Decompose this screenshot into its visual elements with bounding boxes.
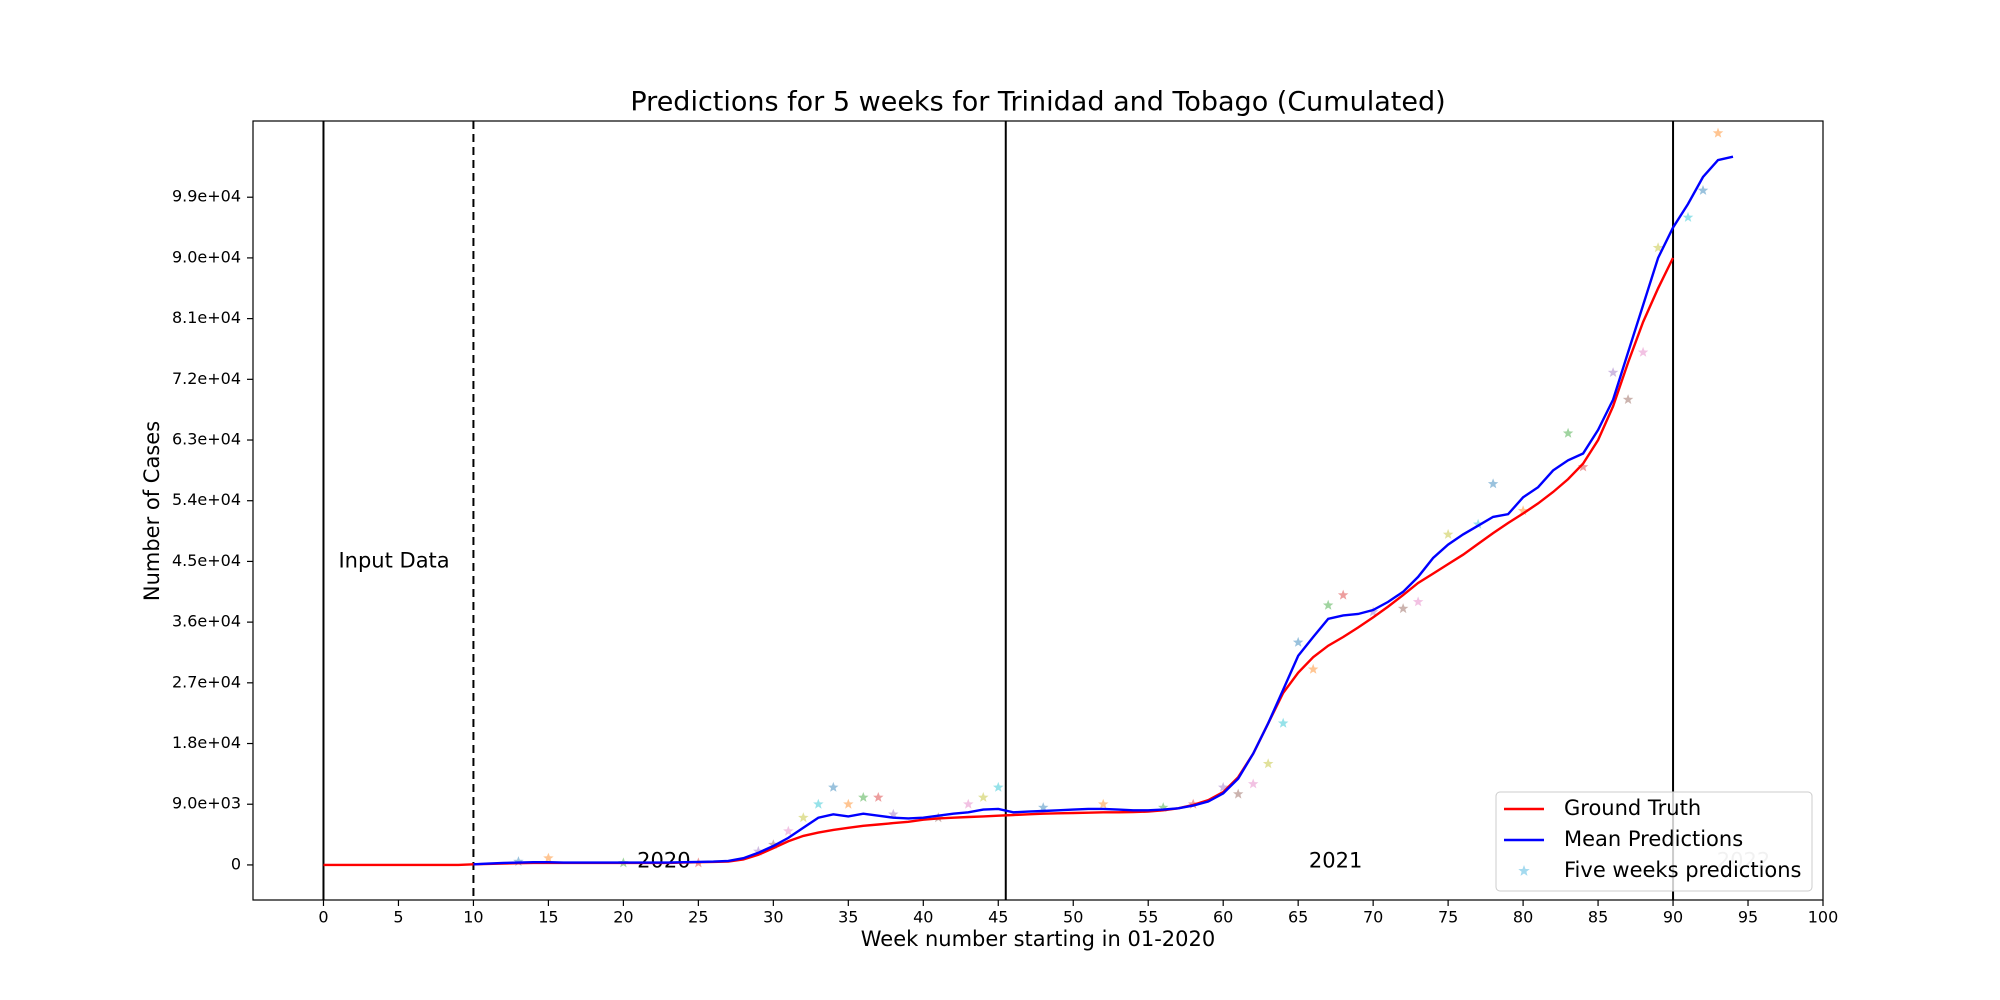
x-tick-label: 90 xyxy=(1663,908,1683,927)
x-tick-label: 95 xyxy=(1738,908,1758,927)
prediction-point xyxy=(1517,505,1529,516)
x-tick-label: 80 xyxy=(1513,908,1533,927)
prediction-point xyxy=(543,852,554,863)
x-tick-label: 30 xyxy=(763,908,783,927)
x-tick-label: 50 xyxy=(1063,908,1083,927)
y-tick-label: 8.1e+04 xyxy=(172,308,241,327)
prediction-point xyxy=(1248,778,1259,789)
legend-label: Five weeks predictions xyxy=(1564,858,1802,882)
legend-label: Ground Truth xyxy=(1564,796,1701,820)
annotation: Input Data xyxy=(338,548,449,572)
prediction-point xyxy=(1233,788,1244,799)
x-tick-label: 70 xyxy=(1363,908,1383,927)
y-tick-label: 2.7e+04 xyxy=(172,672,241,691)
legend-box xyxy=(1495,791,1813,892)
prediction-point xyxy=(873,792,884,802)
y-tick-label: 9.9e+04 xyxy=(172,187,241,206)
prediction-point xyxy=(1562,427,1574,438)
x-tick-label: 10 xyxy=(463,908,483,927)
prediction-point xyxy=(1712,127,1724,138)
prediction-point xyxy=(1277,717,1289,728)
x-tick-label: 25 xyxy=(688,908,708,927)
x-tick-label: 15 xyxy=(538,908,558,927)
prediction-point xyxy=(1158,802,1169,812)
prediction-point xyxy=(798,812,809,823)
prediction-point xyxy=(753,845,764,856)
prediction-point xyxy=(1487,478,1499,489)
y-tick-label: 4.5e+04 xyxy=(172,551,241,570)
prediction-point xyxy=(993,781,1004,792)
prediction-point xyxy=(1622,394,1634,404)
y-axis-label: Number of Cases xyxy=(140,421,164,601)
prediction-point xyxy=(1607,367,1619,377)
data-line xyxy=(473,155,1734,866)
x-tick-label: 20 xyxy=(613,908,633,927)
x-tick-label: 60 xyxy=(1213,908,1233,927)
prediction-point xyxy=(828,781,839,792)
y-tick-label: 3.6e+04 xyxy=(172,612,241,631)
prediction-point xyxy=(1262,758,1274,769)
prediction-point xyxy=(1412,596,1424,607)
prediction-point xyxy=(1577,461,1589,472)
prediction-point xyxy=(1307,663,1319,674)
prediction-point xyxy=(783,825,794,836)
x-tick-label: 0 xyxy=(318,908,328,927)
x-tick-label: 45 xyxy=(988,908,1008,927)
prediction-point xyxy=(1697,185,1709,195)
annotation: 2020 xyxy=(637,849,690,873)
y-tick-label: 6.3e+04 xyxy=(172,430,241,449)
prediction-point xyxy=(768,839,779,850)
y-tick-label: 0 xyxy=(231,854,241,873)
prediction-point xyxy=(1442,528,1454,539)
x-tick-label: 100 xyxy=(1808,908,1839,927)
y-tick-label: 1.8e+04 xyxy=(172,733,241,752)
x-tick-label: 40 xyxy=(913,908,933,927)
prediction-point xyxy=(1322,599,1334,610)
prediction-point xyxy=(1038,802,1049,812)
prediction-point xyxy=(1682,211,1694,222)
prediction-point xyxy=(1397,603,1409,614)
legend-label: Mean Predictions xyxy=(1564,827,1743,851)
prediction-point xyxy=(1652,242,1664,253)
x-tick-label: 55 xyxy=(1138,908,1158,927)
x-tick-label: 85 xyxy=(1588,908,1608,927)
x-tick-label: 75 xyxy=(1438,908,1458,927)
prediction-point xyxy=(1472,518,1484,529)
prediction-point xyxy=(1098,798,1109,809)
prediction-point xyxy=(1218,781,1229,792)
prediction-point xyxy=(888,808,899,819)
prediction-point xyxy=(813,798,824,809)
legend-marker xyxy=(1518,865,1530,876)
y-tick-label: 9.0e+04 xyxy=(172,247,241,266)
prediction-point xyxy=(963,798,974,809)
y-tick-label: 9.0e+03 xyxy=(172,794,241,813)
prediction-point xyxy=(858,792,869,802)
chart-title: Predictions for 5 weeks for Trinidad and… xyxy=(630,87,1445,118)
y-tick-label: 5.4e+04 xyxy=(172,490,241,509)
y-tick-label: 7.2e+04 xyxy=(172,369,241,388)
x-tick-label: 35 xyxy=(838,908,858,927)
x-tick-label: 65 xyxy=(1288,908,1308,927)
prediction-point xyxy=(1292,636,1304,647)
plot-frame xyxy=(252,120,1824,901)
prediction-point xyxy=(1337,589,1349,600)
prediction-point xyxy=(1367,606,1379,617)
prediction-point xyxy=(1637,346,1649,357)
prediction-point xyxy=(843,798,854,809)
x-tick-label: 5 xyxy=(393,908,403,927)
annotation: 2021 xyxy=(1309,849,1362,873)
x-axis-label: Week number starting in 01-2020 xyxy=(861,927,1215,951)
prediction-point xyxy=(978,792,989,802)
prediction-point xyxy=(513,856,524,866)
